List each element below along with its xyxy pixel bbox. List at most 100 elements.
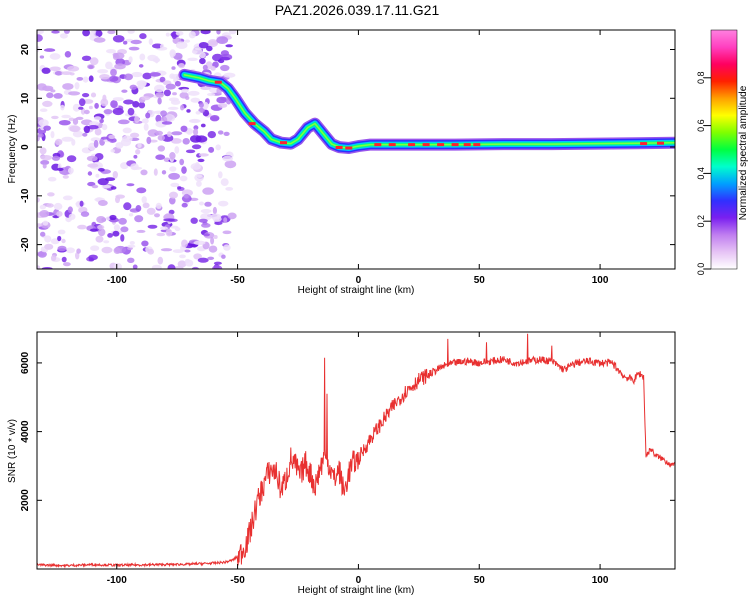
noise-blob xyxy=(190,163,202,170)
noise-blob xyxy=(68,167,74,174)
noise-blob xyxy=(172,92,177,96)
noise-blob xyxy=(171,31,177,40)
noise-blob xyxy=(204,201,212,207)
noise-blob xyxy=(199,52,206,59)
noise-blob xyxy=(155,92,164,98)
noise-blob xyxy=(190,135,202,143)
noise-blob xyxy=(210,66,216,71)
noise-blob xyxy=(57,229,66,235)
noise-blob xyxy=(59,33,68,39)
noise-blob xyxy=(53,93,63,99)
noise-blob xyxy=(122,127,132,134)
noise-blob xyxy=(198,107,205,113)
noise-blob xyxy=(214,221,223,226)
noise-blob xyxy=(61,256,67,263)
noise-blob xyxy=(177,260,187,268)
noise-blob xyxy=(179,158,185,166)
noise-blob xyxy=(165,228,173,237)
noise-blob xyxy=(190,217,198,224)
noise-blob xyxy=(135,149,141,155)
chart-title: PAZ1.2026.039.17.11.G21 xyxy=(275,2,440,18)
noise-blob xyxy=(178,63,185,69)
noise-blob xyxy=(224,160,237,169)
noise-blob xyxy=(50,238,60,245)
noise-blob xyxy=(60,104,65,111)
noise-blob xyxy=(210,115,220,122)
colorbar-frame xyxy=(710,29,738,270)
noise-blob xyxy=(81,55,92,61)
noise-blob xyxy=(175,41,188,49)
noise-blob xyxy=(167,264,176,269)
noise-blob xyxy=(200,30,211,35)
ridge-inner xyxy=(182,73,675,150)
noise-blob xyxy=(217,130,224,135)
snr-line xyxy=(37,333,675,569)
noise-blob xyxy=(37,30,44,35)
noise-blob xyxy=(168,172,181,180)
noise-blob xyxy=(93,37,106,43)
noise-blob xyxy=(145,112,151,119)
noise-blob xyxy=(49,66,61,72)
noise-blob xyxy=(82,76,89,83)
noise-blob xyxy=(77,224,87,230)
noise-blob xyxy=(89,57,99,66)
noise-blob xyxy=(128,56,133,63)
noise-blob xyxy=(99,74,110,80)
noise-blob xyxy=(84,109,90,115)
noise-blob xyxy=(133,154,138,159)
noise-blob xyxy=(200,213,212,221)
noise-blob xyxy=(148,38,153,45)
noise-blob xyxy=(130,39,142,45)
noise-blob xyxy=(212,206,217,215)
noise-blob xyxy=(222,230,232,235)
y-tick-label: -20 xyxy=(20,237,31,252)
noise-blob xyxy=(52,155,60,161)
noise-blob xyxy=(80,211,90,217)
noise-blob xyxy=(223,131,230,136)
noise-blob xyxy=(187,57,198,61)
noise-blob xyxy=(54,71,63,76)
noise-blob xyxy=(221,254,226,259)
noise-blob xyxy=(127,107,135,116)
ridge-mid xyxy=(181,71,675,151)
noise-blob xyxy=(108,75,119,82)
noise-blob xyxy=(90,228,98,232)
ridge-peak xyxy=(422,143,430,147)
noise-blob xyxy=(88,258,95,262)
noise-blob xyxy=(42,163,47,169)
noise-blob xyxy=(156,232,166,237)
noise-blob xyxy=(136,229,146,233)
noise-blob xyxy=(123,40,128,45)
noise-blob xyxy=(212,265,223,269)
noise-blob xyxy=(40,160,50,165)
noise-blob xyxy=(127,244,136,248)
noise-blob xyxy=(64,51,72,58)
noise-blob xyxy=(82,30,90,37)
noise-blob xyxy=(46,92,54,99)
noise-blob xyxy=(190,119,200,123)
noise-blob xyxy=(225,44,233,48)
y-tick-label: 4000 xyxy=(20,420,31,443)
noise-blob xyxy=(137,143,142,148)
ridge-peak xyxy=(640,142,648,146)
ridge-halo xyxy=(178,68,675,154)
noise-blob xyxy=(180,125,188,132)
noise-blob xyxy=(130,132,140,138)
noise-blob xyxy=(83,125,90,134)
noise-blob xyxy=(210,236,215,245)
noise-blob xyxy=(114,63,126,70)
noise-blob xyxy=(223,217,228,223)
ridge-outer xyxy=(179,70,675,153)
noise-blob xyxy=(168,97,179,102)
x-tick-label: -50 xyxy=(230,275,245,286)
spectrogram-area xyxy=(37,30,675,269)
noise-blob xyxy=(113,247,121,255)
noise-blob xyxy=(160,248,173,252)
noise-blob xyxy=(186,109,191,113)
noise-blob xyxy=(196,174,203,178)
noise-blob xyxy=(51,30,60,34)
noise-blob xyxy=(124,73,133,81)
noise-blob xyxy=(179,175,188,182)
